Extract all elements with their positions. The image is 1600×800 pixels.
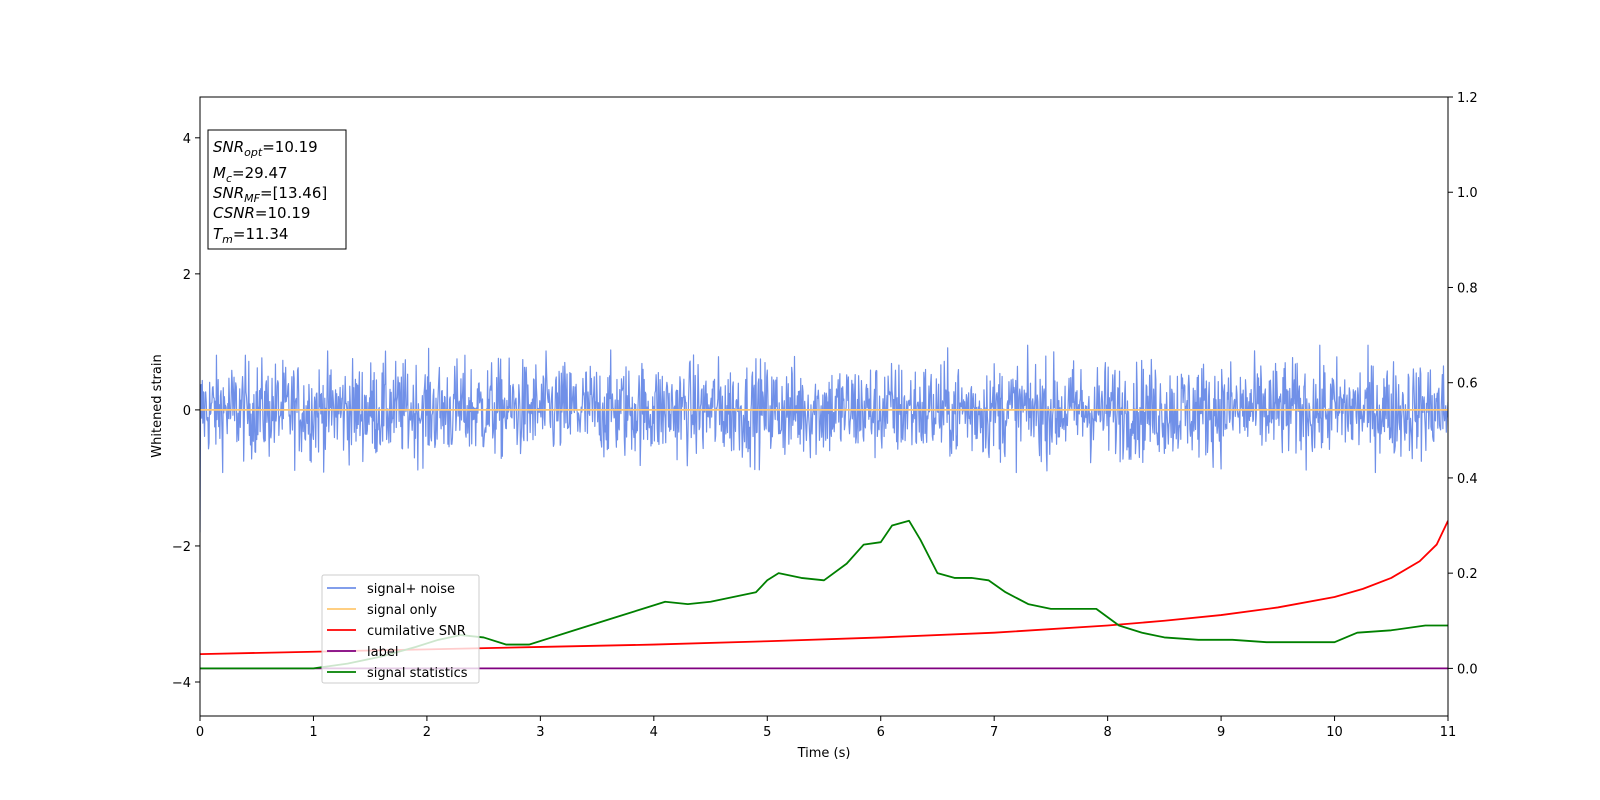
y-tick-right-label: 0.2	[1457, 567, 1478, 582]
legend-label: label	[367, 645, 398, 660]
plot-frame	[199, 96, 1449, 717]
y-axis-right: 1.2 1.0 0.8 0.6 0.4 0.2 0.0	[1448, 91, 1478, 677]
y-tick-right-label: 0.4	[1457, 472, 1478, 487]
x-axis-label: Time (s)	[797, 746, 851, 761]
x-tick-label: 10	[1326, 725, 1343, 740]
x-tick-label: 2	[423, 725, 431, 740]
y-tick-right-label: 1.2	[1457, 91, 1478, 106]
series-line-signal-noise	[200, 344, 1448, 533]
info-snr-mf: SNRMF=[13.46]	[213, 184, 327, 205]
legend-label: signal only	[367, 603, 437, 618]
info-snr-opt: SNRopt=10.19	[213, 138, 318, 159]
legend-entries: signal+ noise signal only cumilative SNR la…	[327, 582, 468, 681]
info-box: SNRopt=10.19 Mc=29.47 SNRMF=[13.46] CSNR…	[207, 129, 347, 250]
x-tick-label: 9	[1217, 725, 1225, 740]
y-tick-right-label: 0.6	[1457, 377, 1478, 392]
legend-label: signal+ noise	[367, 582, 455, 597]
legend-label: cumilative SNR	[367, 624, 466, 639]
x-tick-label: 4	[650, 725, 658, 740]
y-tick-left-label: −4	[172, 676, 191, 691]
legend-frame	[321, 574, 480, 684]
y-tick-left-label: 4	[183, 132, 191, 147]
y-tick-right-label: 0.0	[1457, 662, 1478, 677]
y-tick-left-label: 0	[183, 404, 191, 419]
legend: signal+ noise signal only cumilative SNR la…	[321, 574, 480, 684]
x-tick-label: 1	[309, 725, 317, 740]
x-tick-label: 5	[763, 725, 771, 740]
x-axis: 0 1 2 3 4 5 6 7 8 9 10 11	[196, 716, 1456, 740]
y-tick-left-label: 2	[183, 268, 191, 283]
x-tick-label: 3	[536, 725, 544, 740]
x-tick-label: 0	[196, 725, 204, 740]
series-line-cumilative-snr	[200, 520, 1448, 655]
y-axis-left: 4 2 0 −2 −4	[172, 132, 200, 691]
x-tick-label: 7	[990, 725, 998, 740]
x-tick-label: 6	[877, 725, 885, 740]
x-tick-label: 11	[1440, 725, 1457, 740]
y-tick-right-label: 0.8	[1457, 281, 1478, 296]
info-mc: Mc=29.47	[213, 164, 288, 185]
x-tick-label: 8	[1103, 725, 1111, 740]
y-tick-right-label: 1.0	[1457, 186, 1478, 201]
legend-label: signal statistics	[367, 666, 468, 681]
info-tm: Tm=11.34	[213, 225, 288, 246]
info-box-frame	[207, 129, 347, 250]
y-axis-label: Whitened strain	[150, 354, 165, 457]
series-line-signal-statistics	[200, 519, 1448, 670]
y-tick-left-label: −2	[172, 540, 191, 555]
info-csnr: CSNR=10.19	[213, 204, 310, 222]
